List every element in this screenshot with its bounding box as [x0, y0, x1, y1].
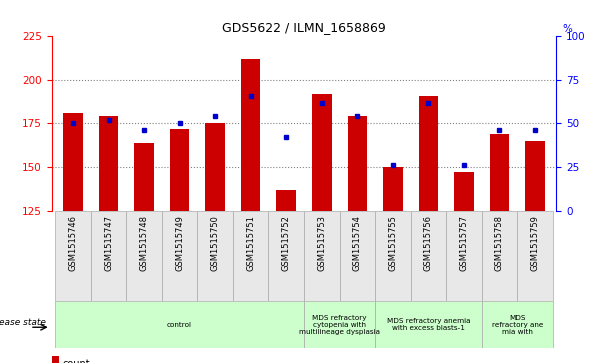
Text: MDS refractory anemia
with excess blasts-1: MDS refractory anemia with excess blasts… [387, 318, 470, 331]
Bar [348, 117, 367, 211]
Bar [419, 95, 438, 211]
Bar [454, 172, 474, 211]
Text: control: control [167, 322, 192, 328]
Title: GDS5622 / ILMN_1658869: GDS5622 / ILMN_1658869 [222, 21, 386, 34]
Text: GSM1515752: GSM1515752 [282, 215, 291, 271]
Text: %: % [562, 24, 572, 33]
Bar [241, 59, 260, 211]
FancyBboxPatch shape [375, 301, 482, 348]
Bar [312, 94, 331, 211]
Bar [63, 113, 83, 211]
Text: GSM1515758: GSM1515758 [495, 215, 504, 271]
FancyBboxPatch shape [269, 211, 304, 301]
FancyBboxPatch shape [410, 211, 446, 301]
FancyBboxPatch shape [91, 211, 126, 301]
FancyBboxPatch shape [339, 211, 375, 301]
FancyBboxPatch shape [375, 211, 410, 301]
Bar [98, 117, 119, 211]
Bar [52, 356, 60, 363]
Text: GSM1515746: GSM1515746 [69, 215, 77, 271]
Text: GSM1515748: GSM1515748 [140, 215, 148, 271]
Text: count: count [63, 359, 90, 363]
Text: GSM1515759: GSM1515759 [531, 215, 539, 271]
Text: GSM1515749: GSM1515749 [175, 215, 184, 271]
FancyBboxPatch shape [55, 211, 91, 301]
Text: GSM1515756: GSM1515756 [424, 215, 433, 271]
FancyBboxPatch shape [446, 211, 482, 301]
Text: MDS
refractory ane
mia with: MDS refractory ane mia with [491, 315, 543, 335]
Text: MDS refractory
cytopenia with
multilineage dysplasia: MDS refractory cytopenia with multilinea… [299, 315, 380, 335]
FancyBboxPatch shape [517, 211, 553, 301]
Bar [134, 143, 154, 211]
Bar [525, 141, 545, 211]
Bar [383, 167, 402, 211]
Text: GSM1515757: GSM1515757 [460, 215, 468, 271]
Text: GSM1515753: GSM1515753 [317, 215, 326, 271]
Text: GSM1515747: GSM1515747 [104, 215, 113, 271]
Bar [206, 123, 225, 211]
Text: disease state: disease state [0, 318, 46, 327]
FancyBboxPatch shape [55, 301, 304, 348]
FancyBboxPatch shape [482, 301, 553, 348]
Bar [277, 189, 296, 211]
FancyBboxPatch shape [304, 211, 339, 301]
Text: GSM1515754: GSM1515754 [353, 215, 362, 271]
Text: GSM1515755: GSM1515755 [389, 215, 398, 271]
Text: GSM1515750: GSM1515750 [210, 215, 219, 271]
Bar [170, 129, 189, 211]
FancyBboxPatch shape [482, 211, 517, 301]
FancyBboxPatch shape [162, 211, 198, 301]
FancyBboxPatch shape [233, 211, 269, 301]
FancyBboxPatch shape [304, 301, 375, 348]
FancyBboxPatch shape [198, 211, 233, 301]
Text: GSM1515751: GSM1515751 [246, 215, 255, 271]
Bar [489, 134, 510, 211]
FancyBboxPatch shape [126, 211, 162, 301]
